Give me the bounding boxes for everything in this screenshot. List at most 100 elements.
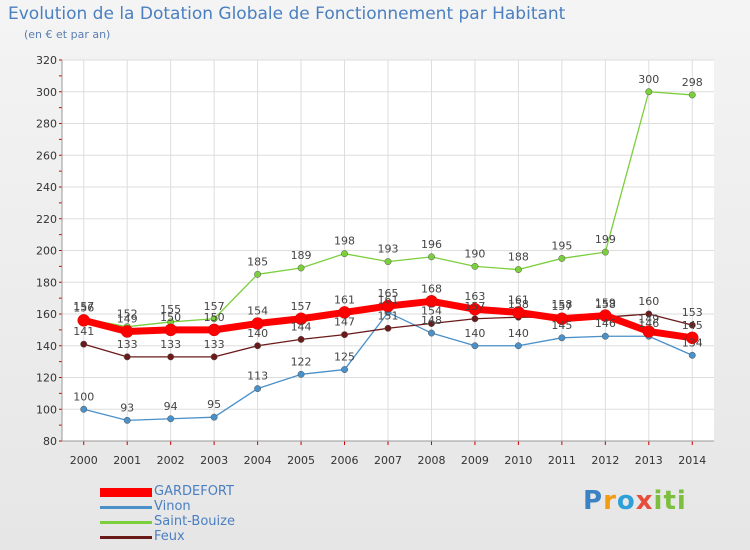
data-label: 133: [204, 338, 225, 351]
y-tick-label: 180: [36, 276, 57, 289]
data-point: [80, 340, 88, 348]
x-tick-label: 2014: [678, 454, 706, 467]
y-tick-label: 280: [36, 118, 57, 131]
data-label: 154: [421, 305, 442, 318]
data-label: 150: [204, 311, 225, 324]
data-point: [428, 253, 435, 261]
data-point: [688, 351, 696, 359]
legend-swatch: [100, 535, 152, 539]
chart-subtitle: (en € et par an): [24, 28, 111, 41]
data-label: 190: [464, 247, 485, 260]
data-point: [167, 415, 175, 423]
data-point: [471, 315, 479, 323]
data-point: [384, 324, 392, 332]
data-point: [471, 262, 479, 270]
data-label: 165: [378, 287, 399, 300]
data-label: 154: [247, 305, 268, 318]
data-label: 199: [595, 233, 616, 246]
data-label: 168: [421, 282, 442, 295]
data-point: [254, 342, 262, 350]
data-point: [384, 258, 392, 266]
data-point: [297, 335, 305, 343]
data-point: [120, 325, 134, 338]
data-label: 150: [160, 311, 181, 324]
x-tick-label: 2003: [200, 454, 228, 467]
axes: 80 100 120 140 160 180 200 220 240 260 280 300 320 20…: [36, 54, 714, 467]
y-tick-label: 240: [36, 181, 57, 194]
data-label: 157: [464, 300, 485, 313]
x-tick-label: 2002: [157, 454, 185, 467]
data-label: 157: [204, 300, 225, 313]
data-point: [297, 370, 305, 378]
y-tick-label: 220: [36, 213, 57, 226]
series-lines: [77, 88, 699, 424]
x-tick-label: 2007: [374, 454, 402, 467]
y-tick-label: 120: [36, 372, 57, 385]
data-label: 198: [334, 235, 355, 248]
legend-label: Feux: [154, 529, 185, 544]
data-point: [254, 385, 262, 393]
data-point: [123, 353, 131, 361]
x-tick-label: 2013: [635, 454, 663, 467]
data-point: [210, 353, 218, 361]
data-label: 133: [117, 338, 138, 351]
data-point: [251, 317, 264, 330]
x-tick-label: 2009: [461, 454, 489, 467]
y-tick-label: 320: [36, 54, 57, 67]
data-point: [468, 302, 482, 316]
data-point: [688, 91, 696, 99]
data-point: [381, 299, 395, 313]
data-label: 140: [464, 327, 485, 340]
data-point: [425, 295, 438, 308]
x-tick-label: 2012: [591, 454, 619, 467]
x-tick-label: 2001: [113, 454, 141, 467]
proxiti-logo: Proxiti: [583, 486, 687, 516]
data-point: [558, 334, 566, 342]
data-label: 158: [551, 298, 572, 311]
x-tick-label: 2004: [244, 454, 272, 467]
data-label: 189: [291, 249, 312, 262]
data-label: 196: [421, 238, 442, 251]
x-tick-label: 2006: [331, 454, 359, 467]
data-label: 145: [551, 319, 572, 332]
data-label: 158: [508, 298, 529, 311]
data-label: 144: [291, 320, 312, 333]
y-tick-label: 200: [36, 245, 57, 258]
data-point: [645, 88, 653, 96]
data-label: 156: [73, 301, 94, 314]
data-point: [164, 323, 177, 337]
x-tick-label: 2000: [70, 454, 98, 467]
data-label: 151: [378, 309, 399, 322]
data-label: 113: [247, 370, 268, 383]
y-tick-label: 80: [43, 435, 57, 448]
data-point: [514, 266, 522, 273]
data-label: 298: [682, 76, 703, 89]
data-label: 300: [638, 73, 659, 86]
data-label: 94: [164, 400, 178, 413]
data-label: 193: [378, 243, 399, 256]
x-tick-label: 2008: [417, 454, 445, 467]
data-point: [77, 314, 90, 327]
x-tick-label: 2011: [548, 454, 576, 467]
y-tick-label: 140: [36, 340, 57, 353]
data-label: 159: [595, 297, 616, 310]
data-point: [207, 323, 221, 337]
data-point: [123, 416, 131, 424]
data-label: 161: [378, 293, 399, 306]
data-label: 195: [551, 239, 572, 252]
data-point: [512, 306, 525, 319]
data-label: 157: [291, 300, 312, 313]
data-point: [338, 306, 351, 319]
chart-title: Evolution de la Dotation Globale de Fonc…: [8, 4, 566, 24]
data-label: 141: [73, 325, 94, 338]
data-label: 146: [638, 317, 659, 330]
legend-swatch: [100, 505, 152, 509]
data-label: 185: [247, 255, 268, 268]
data-label: 155: [160, 303, 181, 316]
data-label: 153: [682, 306, 703, 319]
data-point: [297, 264, 305, 272]
data-point: [428, 329, 435, 337]
data-point: [167, 353, 175, 361]
data-label: 134: [682, 336, 703, 349]
